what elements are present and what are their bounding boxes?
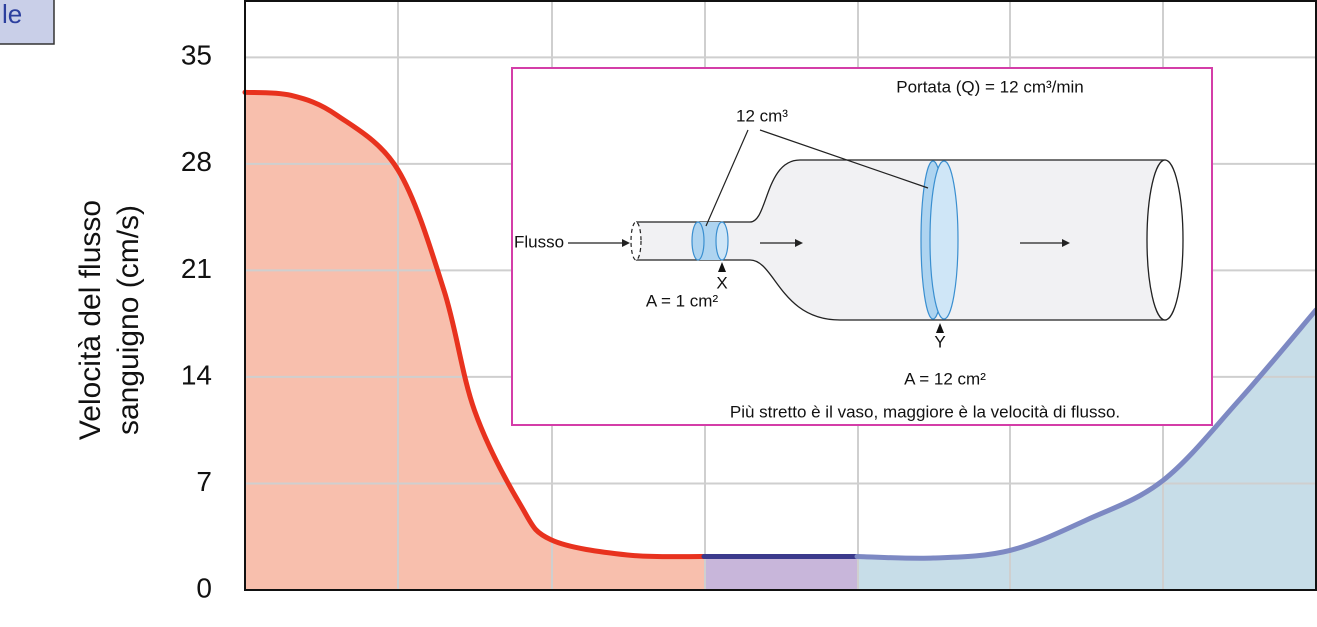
annotation: Y <box>934 332 945 351</box>
annotation: 12 cm³ <box>736 106 788 125</box>
disk-y <box>930 161 958 319</box>
vessel-outlet <box>1147 160 1183 320</box>
y-axis: 0 7 14 21 28 35 <box>181 40 212 604</box>
disk-x <box>716 222 728 260</box>
chart: 0 7 14 21 28 35 Velocità del flusso sanguigno… <box>0 0 1317 627</box>
annotation: A = 1 cm² <box>646 291 719 310</box>
annotation: Portata (Q) = 12 cm³/min <box>896 77 1084 96</box>
area-fill <box>704 557 857 590</box>
annotation: A = 12 cm² <box>904 369 986 388</box>
vessel-inlet <box>631 222 641 260</box>
page: {"corner_label": "le", "chart_data": { "… <box>0 0 1317 627</box>
y-axis-label: sanguigno (cm/s) <box>112 205 145 435</box>
y-tick-label: 0 <box>196 572 212 603</box>
y-tick-label: 28 <box>181 146 212 177</box>
annotation: Flusso <box>514 232 564 251</box>
disk-x <box>692 222 704 260</box>
y-axis-label: Velocità del flusso <box>74 200 107 440</box>
inset-diagram: Portata (Q) = 12 cm³/min 12 cm³ Flusso X… <box>512 68 1212 425</box>
y-tick-label: 35 <box>181 40 212 71</box>
annotation: Più stretto è il vaso, maggiore è la vel… <box>730 402 1120 421</box>
y-tick-label: 7 <box>196 466 212 497</box>
y-tick-label: 21 <box>181 253 212 284</box>
corner-label: le <box>2 0 22 29</box>
y-tick-label: 14 <box>181 359 212 390</box>
annotation: X <box>716 273 727 292</box>
